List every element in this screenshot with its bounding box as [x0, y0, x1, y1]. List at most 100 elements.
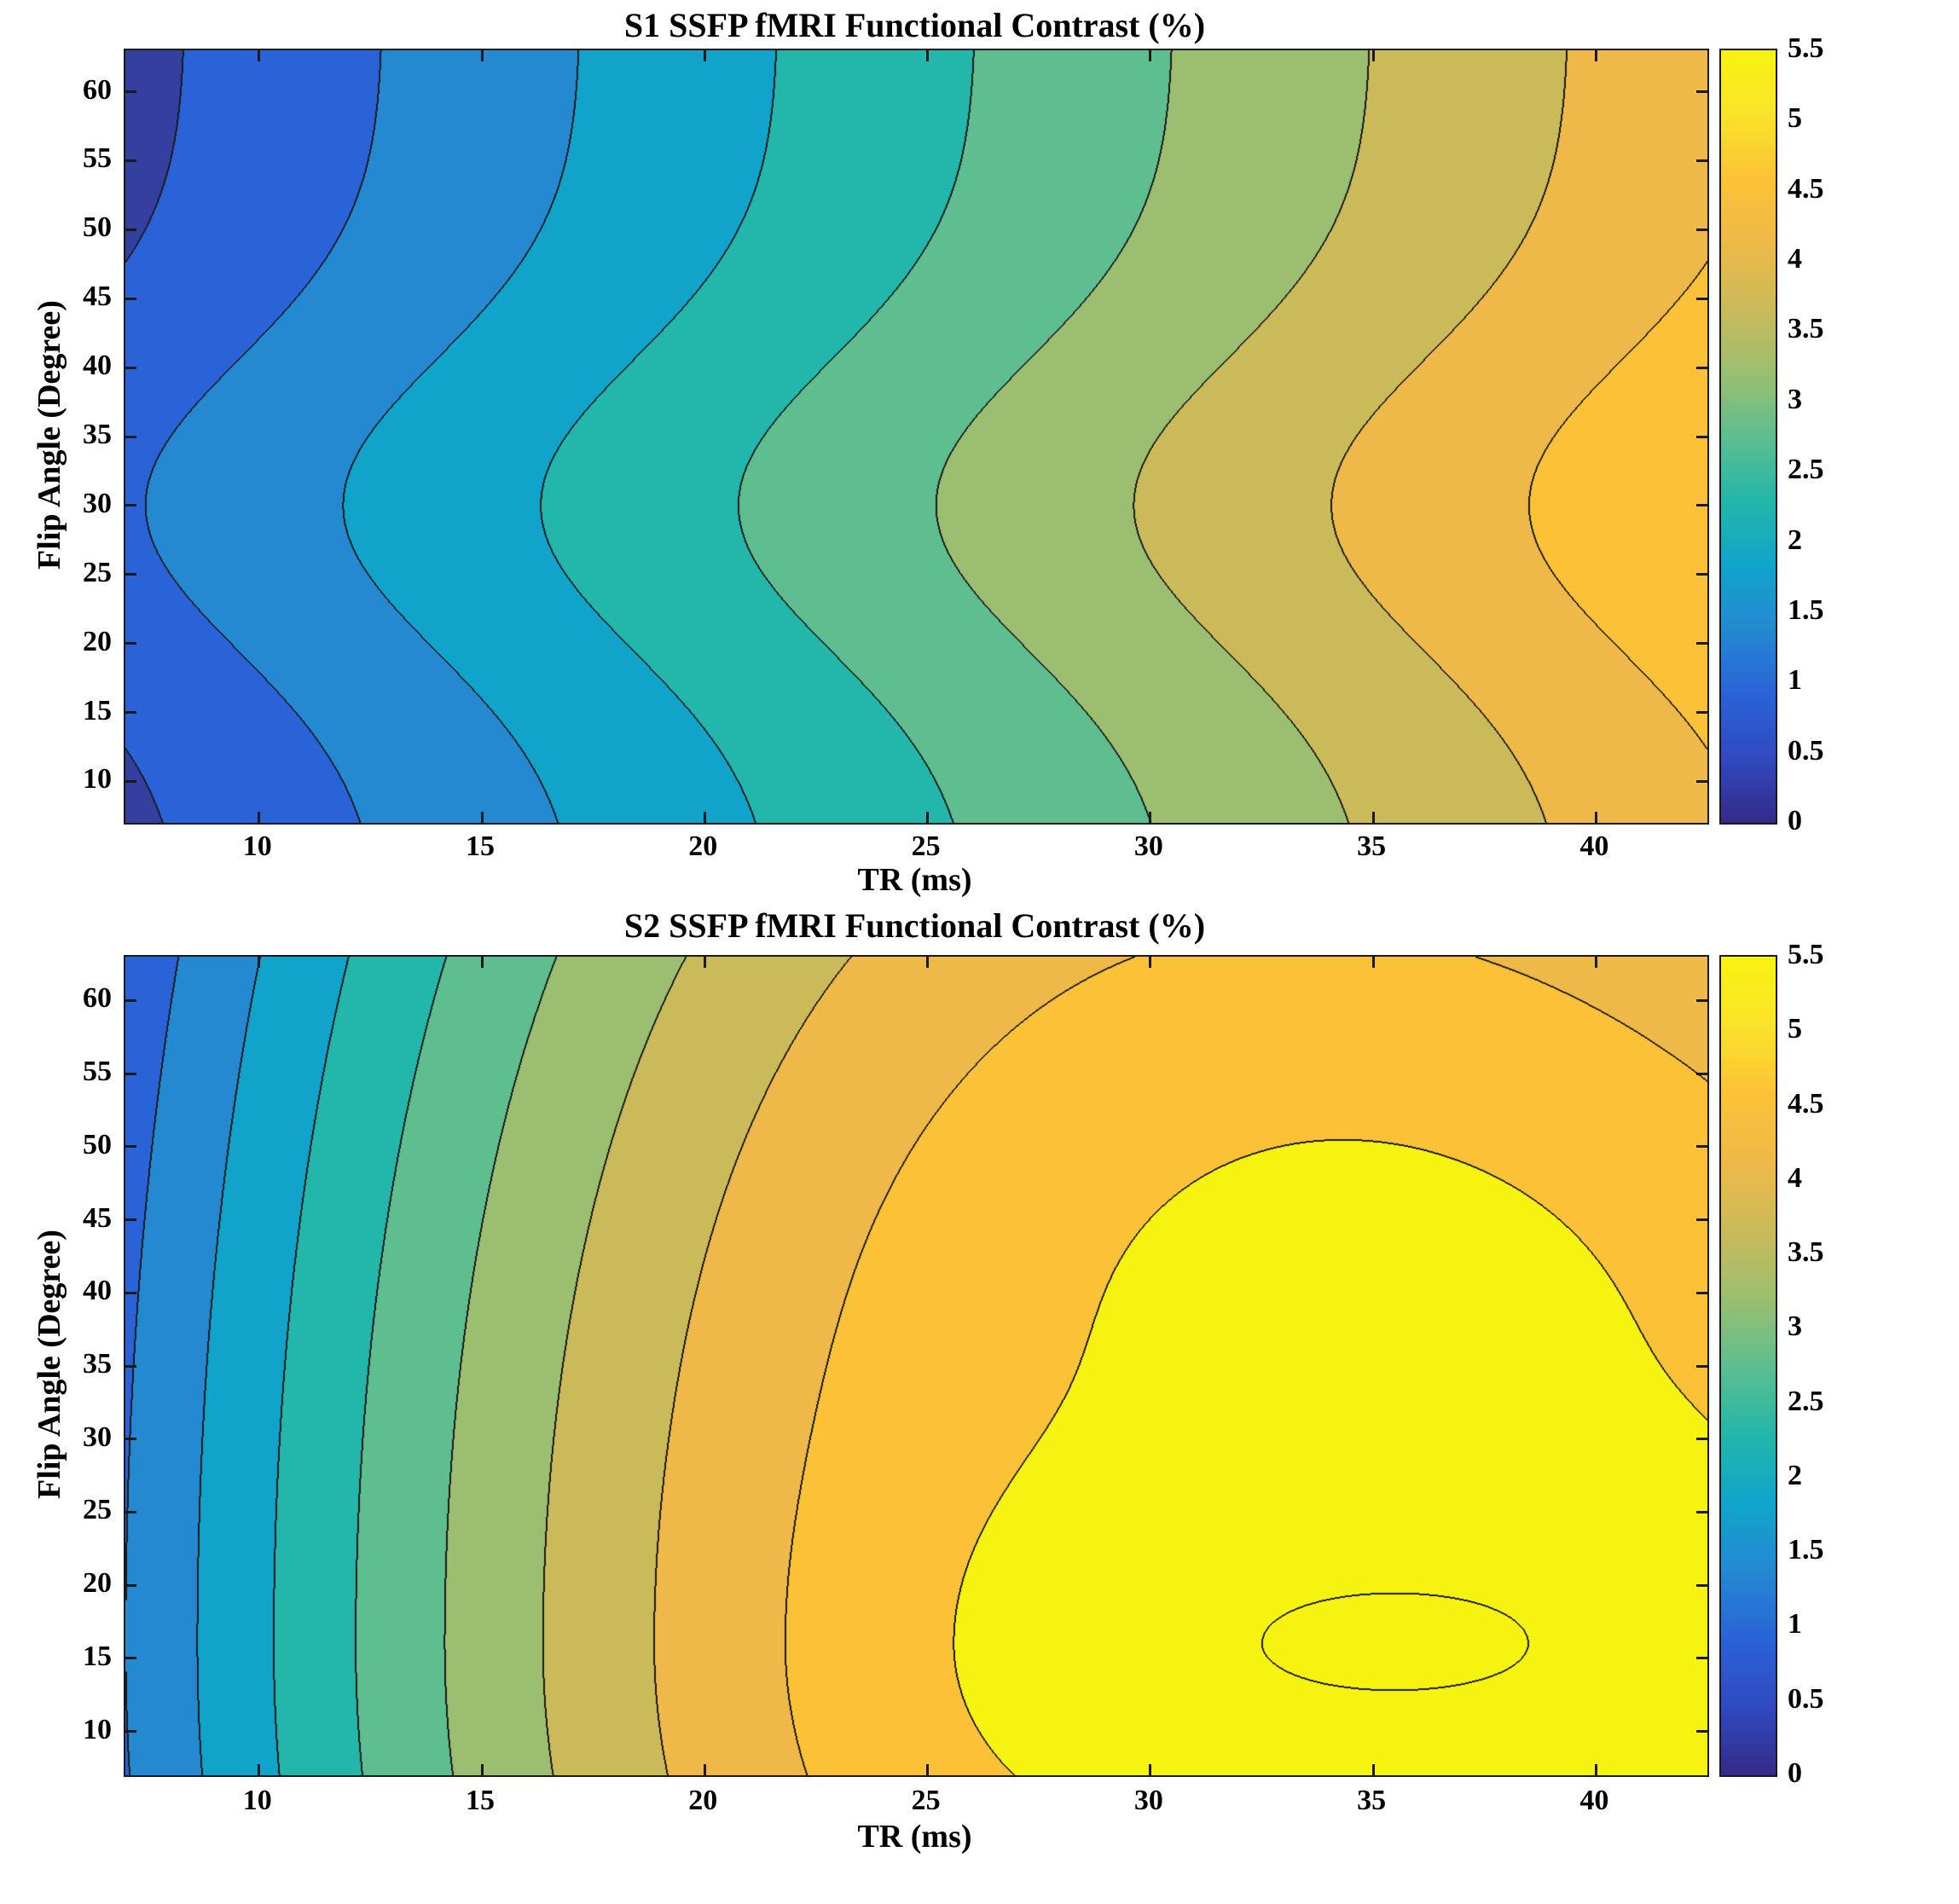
y-tick-mark [125, 1291, 136, 1294]
y-tick-mark [1696, 1291, 1707, 1294]
y-tick-mark [1696, 504, 1707, 507]
x-tick-mark [1149, 957, 1152, 968]
colorbar-tick-label: 5.5 [1788, 32, 1824, 64]
y-tick-mark [1696, 1364, 1707, 1368]
y-tick-mark [1696, 642, 1707, 645]
y-tick-mark [125, 1218, 136, 1222]
y-tick-label: 25 [83, 1494, 112, 1526]
y-tick-mark [125, 998, 136, 1002]
x-tick-mark [1594, 50, 1597, 61]
x-tick-mark [258, 50, 261, 61]
x-tick-label: 40 [1579, 830, 1609, 862]
colorbar-tick-label: 1.5 [1788, 593, 1824, 626]
y-tick-label: 60 [83, 73, 112, 106]
y-tick-mark [1696, 90, 1707, 94]
y-tick-label: 20 [83, 625, 112, 657]
y-tick-mark [125, 504, 136, 507]
x-tick-mark [926, 957, 930, 968]
colorbar-tick-label: 0 [1788, 1757, 1802, 1789]
x-tick-label: 15 [466, 830, 496, 862]
y-tick-mark [125, 779, 136, 783]
y-tick-label: 30 [83, 487, 112, 519]
y-tick-mark [1696, 779, 1707, 783]
x-tick-mark [703, 812, 706, 823]
y-tick-label: 10 [83, 1713, 112, 1745]
colorbar-tick-label: 0.5 [1788, 1682, 1824, 1715]
y-tick-label: 50 [83, 1128, 112, 1160]
plot-area-s1 [124, 49, 1709, 825]
colorbar-tick-label: 2 [1788, 524, 1802, 556]
y-tick-mark [125, 366, 136, 369]
x-tick-mark [1371, 50, 1375, 61]
colorbar-tick-label: 1 [1788, 1608, 1802, 1641]
x-tick-label: 15 [466, 1785, 496, 1816]
x-tick-label: 25 [911, 830, 941, 862]
x-tick-mark [480, 957, 484, 968]
x-tick-mark [926, 1764, 930, 1775]
colorbar-tick-label: 1.5 [1788, 1534, 1824, 1566]
colorbar-s1 [1719, 49, 1777, 825]
colorbar-tick-label: 1 [1788, 664, 1802, 697]
colorbar-tick-label: 5.5 [1788, 939, 1824, 970]
x-tick-mark [480, 812, 484, 823]
y-tick-label: 55 [83, 142, 112, 175]
x-tick-mark [1594, 1764, 1597, 1775]
x-tick-mark [258, 957, 261, 968]
x-tick-mark [1371, 1764, 1375, 1775]
y-tick-mark [125, 573, 136, 576]
y-tick-mark [125, 159, 136, 162]
y-tick-mark [1696, 159, 1707, 162]
y-tick-mark [1696, 711, 1707, 715]
contour-canvas-s1 [125, 50, 1707, 823]
y-tick-label: 15 [83, 1640, 112, 1672]
colorbar-tick-label: 3.5 [1788, 1236, 1824, 1269]
colorbar-tick-label: 2.5 [1788, 1385, 1824, 1417]
y-tick-mark [125, 1657, 136, 1660]
y-tick-label: 25 [83, 556, 112, 588]
chart-title-s2: S2 SSFP fMRI Functional Contrast (%) [623, 906, 1206, 945]
y-tick-mark [1696, 1730, 1707, 1733]
y-tick-mark [1696, 1218, 1707, 1222]
y-tick-mark [1696, 998, 1707, 1002]
colorbar-gradient-s2 [1721, 957, 1776, 1775]
y-tick-label: 40 [83, 350, 112, 382]
x-tick-label: 35 [1357, 830, 1387, 862]
y-tick-mark [125, 1072, 136, 1075]
y-tick-label: 15 [83, 694, 112, 726]
y-tick-label: 50 [83, 211, 112, 244]
y-tick-label: 45 [83, 1201, 112, 1234]
y-tick-mark [1696, 1583, 1707, 1587]
x-tick-mark [703, 1764, 706, 1775]
x-axis-label-s2: TR (ms) [857, 1819, 972, 1855]
x-tick-label: 20 [688, 1785, 718, 1816]
y-tick-mark [125, 1364, 136, 1368]
y-tick-mark [125, 1510, 136, 1513]
colorbar-tick-label: 2.5 [1788, 454, 1824, 486]
y-tick-mark [125, 1438, 136, 1441]
y-tick-mark [125, 297, 136, 300]
x-tick-label: 35 [1357, 1785, 1387, 1816]
y-tick-mark [1696, 573, 1707, 576]
colorbar-tick-label: 0.5 [1788, 734, 1824, 767]
y-tick-mark [1696, 1438, 1707, 1441]
y-tick-mark [1696, 435, 1707, 438]
y-tick-mark [1696, 1510, 1707, 1513]
x-tick-label: 30 [1133, 1785, 1163, 1816]
y-tick-label: 35 [83, 1348, 112, 1380]
x-tick-mark [1149, 812, 1152, 823]
colorbar-tick-label: 0 [1788, 805, 1802, 836]
x-tick-mark [1149, 1764, 1152, 1775]
contour-canvas-s2 [125, 957, 1707, 1775]
plot-area-s2 [124, 955, 1709, 1777]
x-tick-label: 20 [688, 830, 718, 862]
y-tick-label: 35 [83, 419, 112, 450]
colorbar-tick-label: 5 [1788, 102, 1802, 135]
x-tick-mark [1149, 50, 1152, 61]
x-tick-mark [258, 1764, 261, 1775]
y-tick-mark [1696, 228, 1707, 231]
colorbar-tick-label: 5 [1788, 1013, 1802, 1045]
y-tick-mark [1696, 1657, 1707, 1660]
x-tick-mark [1371, 812, 1375, 823]
y-tick-mark [1696, 1072, 1707, 1075]
